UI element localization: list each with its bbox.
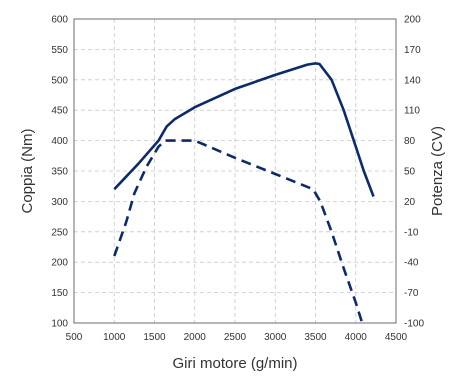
y-left-tick-label: 550 [51,45,68,56]
y-right-tick-label: -40 [404,258,419,269]
plot-series [113,62,375,324]
torque-series-line [113,62,375,197]
x-tick-label: 2000 [184,332,207,343]
y-left-tick-label: 500 [51,75,68,86]
y-right-tick-label: 200 [404,15,421,26]
y-left-tick-label: 250 [51,227,68,238]
y-left-tick-label: 350 [51,167,68,178]
x-tick-label: 3000 [264,332,287,343]
y-left-tick-label: 300 [51,197,68,208]
y-right-tick-label: -70 [404,288,419,299]
x-tick-label: 2500 [224,332,247,343]
x-axis-title: Giri motore (g/min) [172,355,297,372]
y-right-tick-label: -10 [404,227,419,238]
y-left-tick-label: 150 [51,288,68,299]
tick-labels: 500 1000 1500 2000 2500 3000 3500 4000 4500 100 15… [51,15,424,344]
x-tick-label: 4000 [345,332,368,343]
x-tick-label: 1000 [103,332,126,343]
y-left-tick-label: 450 [51,106,68,117]
y-right-tick-label: -100 [404,319,424,330]
x-tick-label: 3500 [304,332,327,343]
plot-frame [73,18,397,324]
y-right-tick-label: 110 [404,106,420,117]
y-right-tick-label: 140 [404,75,421,86]
y-left-tick-label: 200 [51,258,68,269]
grid [74,19,396,323]
power-series-line [113,139,364,324]
y-right-tick-label: 80 [404,136,416,147]
x-tick-label: 500 [66,332,83,343]
x-tick-label: 4500 [385,332,408,343]
y-right-axis-title: Potenza (CV) [429,126,446,216]
y-left-tick-label: 100 [51,319,68,330]
y-right-tick-label: 20 [404,197,416,208]
y-right-tick-label: 50 [404,167,416,178]
y-left-axis-title: Coppia (Nm) [19,128,36,213]
y-left-tick-label: 400 [51,136,68,147]
x-tick-label: 1500 [143,332,166,343]
y-left-tick-label: 600 [51,15,68,26]
y-right-tick-label: 170 [404,45,421,56]
